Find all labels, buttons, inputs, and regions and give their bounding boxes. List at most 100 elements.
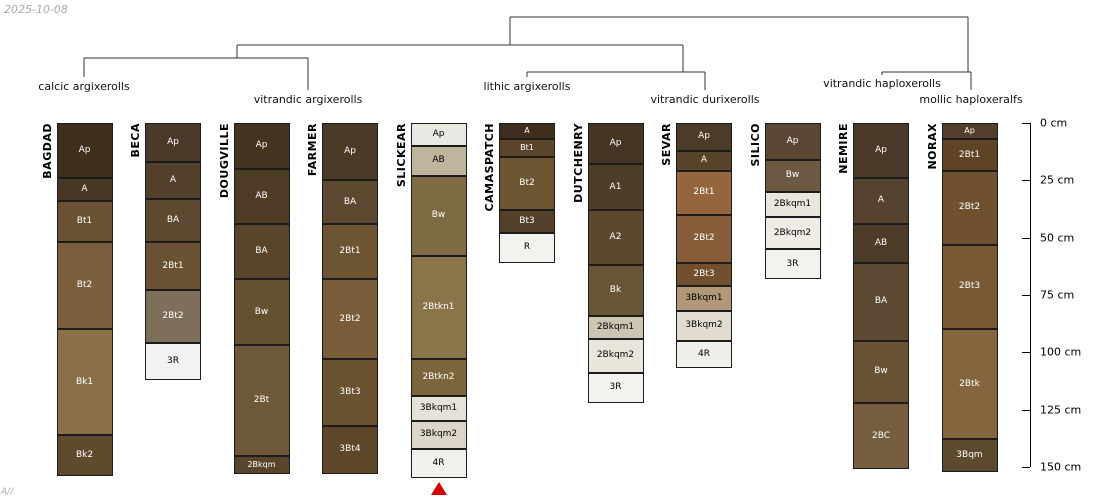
horizon-box: 3Bkqm1 <box>410 395 467 422</box>
horizon-label: Ap <box>964 126 975 136</box>
horizon-label: Bw <box>431 210 446 221</box>
footer-note: A// <box>1 487 14 497</box>
horizon-box: A2 <box>587 210 644 266</box>
profile-name-sevar: SEVAR <box>660 123 673 166</box>
horizon-box: 3Bkqm2 <box>410 421 467 449</box>
horizon-label: A <box>524 126 530 136</box>
depth-tick <box>1022 123 1030 124</box>
profile-name-dutchenry: DUTCHENRY <box>571 123 585 203</box>
horizon-label: A <box>700 155 708 166</box>
horizon-box: Bw <box>853 340 909 403</box>
horizon-box: 3Bkqm1 <box>676 285 732 312</box>
horizon-box: BA <box>233 223 290 279</box>
depth-tick <box>1022 295 1030 296</box>
horizon-label: Ap <box>609 138 622 149</box>
horizon-label: 2Bt2 <box>162 311 184 322</box>
group-label-mollic-haploxeralfs: mollic haploxeralfs <box>919 93 1023 106</box>
horizon-box: 2Bt2 <box>322 278 378 360</box>
horizon-box: Ap <box>233 123 290 169</box>
profile-column-beca: Ap A BA 2Bt1 2Bt2 3R <box>145 123 201 380</box>
horizon-label: 3Bkqm1 <box>419 403 458 413</box>
horizon-label: Ap <box>698 131 710 142</box>
profile-column-dutchenry: Ap A1 A2 Bk 2Bkqm1 2Bkqm2 3R <box>587 123 644 403</box>
horizon-label: 3Bkqm2 <box>685 320 723 331</box>
depth-tick <box>1022 180 1030 182</box>
horizon-label: Bk <box>609 284 622 295</box>
profile-column-silico: Ap Bw 2Bkqm1 2Bkqm2 3R <box>764 123 821 279</box>
horizon-label: Bk2 <box>75 450 94 460</box>
horizon-label: Bt1 <box>520 143 534 153</box>
horizon-box: Ap <box>676 123 732 151</box>
horizon-box: 2Bt3 <box>941 244 998 330</box>
horizon-box: 2Btkn1 <box>410 256 467 360</box>
depth-tick-label: 125 cm <box>1040 403 1082 417</box>
horizon-box: Bk1 <box>56 329 113 435</box>
profile-name-norax: NORAX <box>925 123 939 170</box>
horizon-box: AB <box>853 223 909 263</box>
profile-column-sevar: Ap A 2Bt1 2Bt2 2Bt3 3Bkqm1 3Bkqm2 4R <box>676 123 732 369</box>
horizon-label: 3Bt3 <box>339 386 361 397</box>
horizon-box: Ap <box>56 123 113 179</box>
profile-name-farmer: FARMER <box>306 123 319 177</box>
profile-name-camaspatch: CAMASPATCH <box>483 123 496 212</box>
depth-tick <box>1022 467 1030 468</box>
horizon-box: Bt2 <box>499 157 555 211</box>
horizon-label: 2Bkqm1 <box>773 198 812 209</box>
horizon-label: A1 <box>609 181 622 192</box>
horizon-box: Bt1 <box>56 200 113 243</box>
horizon-label: 3Bqm <box>956 450 983 461</box>
horizon-label: 3Bkqm1 <box>685 292 723 303</box>
profile-name-nemire: NEMIRE <box>837 123 850 174</box>
horizon-label: Ap <box>875 145 887 156</box>
depth-tick-label: 75 cm <box>1040 288 1075 302</box>
depth-tick-label: 100 cm <box>1040 345 1082 359</box>
horizon-label: 2Bt3 <box>693 268 715 279</box>
horizon-box: A <box>499 123 555 140</box>
depth-tick-label: 25 cm <box>1040 173 1075 187</box>
horizon-box: A <box>145 161 201 199</box>
horizon-box: Bt3 <box>499 210 555 234</box>
horizon-label: 2Bkqm <box>247 459 276 469</box>
dendrogram <box>83 16 972 90</box>
horizon-label: Ap <box>786 135 799 146</box>
profile-column-dougville: Ap AB BA Bw 2Bt 2Bkqm <box>233 123 290 474</box>
horizon-box: 2Bkqm2 <box>587 338 644 373</box>
horizon-box: BA <box>853 262 909 341</box>
horizon-box: Bt1 <box>499 139 555 158</box>
profile-column-norax: Ap 2Bt1 2Bt2 2Bt3 2Btk 3Bqm <box>941 123 998 472</box>
profile-column-slickear: Ap AB Bw 2Btkn1 2Btkn2 3Bkqm1 3Bkqm2 4R <box>410 123 467 479</box>
horizon-box: 2Bt <box>233 345 290 456</box>
horizon-box: 3R <box>764 249 821 279</box>
horizon-box: Ap <box>145 123 201 162</box>
horizon-box: 2Bt2 <box>145 290 201 344</box>
horizon-label: 3R <box>609 382 622 393</box>
horizon-label: 4R <box>432 458 445 469</box>
horizon-box: 3Bt4 <box>322 425 378 474</box>
horizon-box: Ap <box>941 123 998 140</box>
horizon-label: 2Bt2 <box>339 313 361 324</box>
horizon-label: Ap <box>167 136 179 147</box>
horizon-label: A2 <box>609 232 622 243</box>
depth-tick <box>1022 237 1030 239</box>
horizon-box: Ap <box>764 123 821 160</box>
horizon-label: Bt3 <box>519 216 535 227</box>
profile-name-bagdad: BAGDAD <box>40 123 54 179</box>
horizon-label: 2Bt1 <box>958 149 981 160</box>
horizon-box: 2Bt3 <box>676 262 732 286</box>
horizon-box: 2Bt1 <box>322 223 378 279</box>
horizon-label: Bw <box>874 366 888 377</box>
horizon-box: 2Bt2 <box>676 214 732 263</box>
horizon-label: Bt1 <box>76 216 93 227</box>
horizon-label: 3Bkqm2 <box>419 429 458 440</box>
horizon-label: 2Bkqm2 <box>773 227 812 238</box>
horizon-box: 2Bkqm2 <box>764 217 821 250</box>
horizon-label: 2Bt1 <box>162 260 184 271</box>
depth-tick-label: 150 cm <box>1040 460 1082 474</box>
depth-tick <box>1022 352 1030 354</box>
horizon-box: AB <box>410 145 467 176</box>
profile-name-beca: BECA <box>129 123 142 158</box>
horizon-label: BA <box>343 196 357 207</box>
horizon-label: 3Bt4 <box>339 444 361 455</box>
group-label-calcic-argixerolls: calcic argixerolls <box>38 80 130 93</box>
